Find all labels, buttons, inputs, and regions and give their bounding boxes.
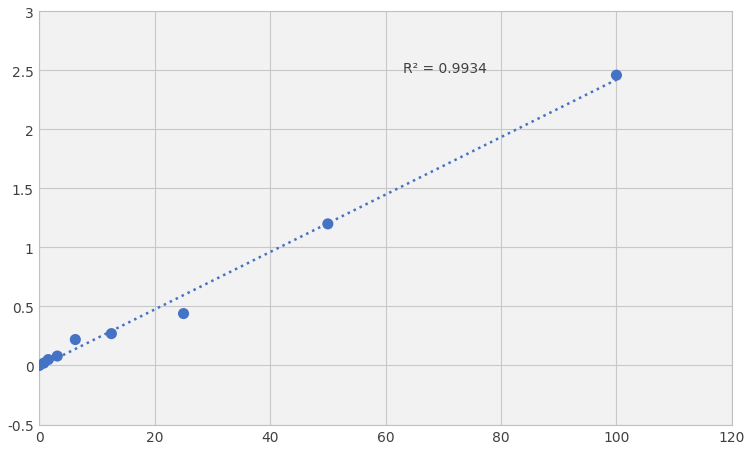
Point [611,73,623,80]
Point [33,362,45,369]
Point [42,356,54,364]
Point [322,221,334,228]
Point [69,336,81,343]
Point [51,353,63,360]
Point [105,330,117,337]
Point [38,360,50,367]
Text: R² = 0.9934: R² = 0.9934 [403,62,487,76]
Point [177,310,190,318]
